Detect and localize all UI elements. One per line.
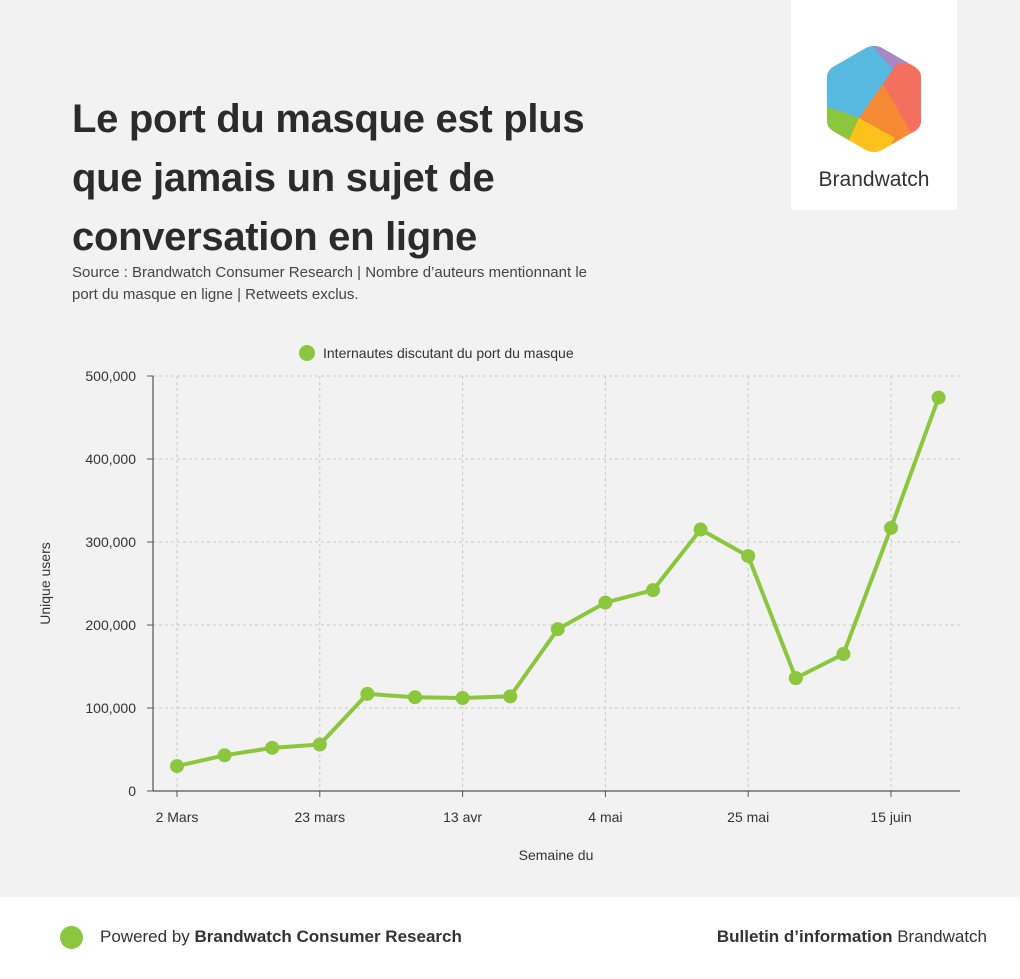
main-panel: Le port du masque est plus que jamais un… <box>37 0 960 863</box>
data-point <box>265 740 280 755</box>
y-axis-label: Unique users <box>37 542 53 625</box>
brand-name: Brandwatch <box>818 168 930 191</box>
data-point <box>741 549 756 564</box>
y-tick-label: 400,000 <box>85 451 136 467</box>
data-point <box>788 671 803 686</box>
y-tick-label: 200,000 <box>85 617 136 633</box>
line-chart: 0 100,000 200,000 300,000 400,000 500,000 2 Ma… <box>37 345 960 863</box>
legend-label: Internautes discutant du port du masque <box>323 345 574 361</box>
brand-logo: Brandwatch <box>791 0 957 210</box>
data-point <box>408 690 422 705</box>
data-point <box>836 647 851 662</box>
data-point <box>598 595 613 610</box>
y-tick-label: 500,000 <box>85 368 136 384</box>
series-line <box>175 395 941 769</box>
page-subtitle: Source : Brandwatch Consumer Research | … <box>72 264 587 303</box>
x-tick-label: 13 avr <box>443 809 482 825</box>
data-point <box>312 737 327 752</box>
footer-newsletter: Bulletin d’information Brandwatch <box>716 927 987 946</box>
footer-dot-icon <box>60 926 83 949</box>
x-tick-label: 15 juin <box>870 809 911 825</box>
y-tick-label: 300,000 <box>85 534 136 550</box>
data-point <box>217 748 232 763</box>
footer-newsletter-title: Bulletin d’information <box>716 927 893 946</box>
data-point <box>646 583 660 598</box>
data-point <box>503 689 518 704</box>
x-axis-label: Semaine du <box>519 847 594 863</box>
brandwatch-hexagon-icon <box>827 46 921 152</box>
data-point <box>884 520 898 535</box>
data-point <box>455 691 470 706</box>
page-title: Le port du masque est plus que jamais un… <box>72 97 585 259</box>
y-tick-label: 0 <box>128 783 136 799</box>
footer-powered-by-brand: Brandwatch Consumer Research <box>194 927 462 946</box>
x-tick-label: 2 Mars <box>156 809 199 825</box>
x-tick-label: 4 mai <box>588 809 622 825</box>
data-point <box>931 390 946 405</box>
x-tick-label: 23 mars <box>295 809 346 825</box>
x-tick-label: 25 mai <box>727 809 769 825</box>
data-point <box>170 759 184 774</box>
data-point <box>693 522 708 537</box>
data-point <box>550 622 565 637</box>
footer-powered-by: Powered by Brandwatch Consumer Research <box>100 927 462 946</box>
y-tick-label: 100,000 <box>85 700 136 716</box>
legend-marker <box>299 345 315 361</box>
footer-bar <box>0 897 1020 979</box>
data-point <box>360 686 375 701</box>
